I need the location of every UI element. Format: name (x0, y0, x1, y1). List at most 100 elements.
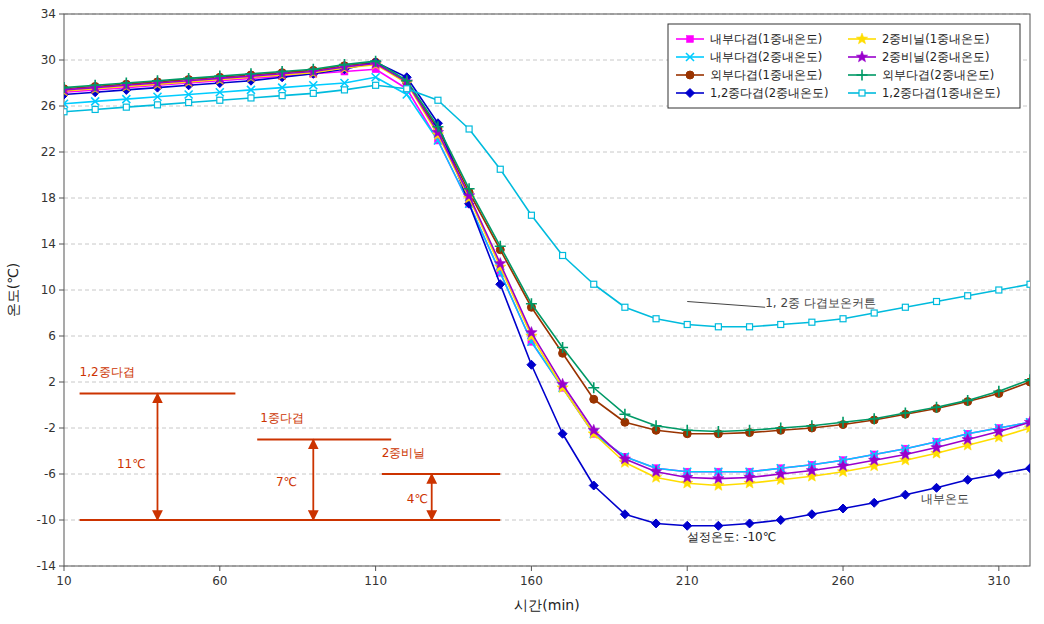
series-line (64, 69, 1030, 472)
point (589, 481, 598, 490)
series (64, 56, 1030, 437)
point (121, 78, 132, 89)
point (902, 304, 908, 310)
point (466, 126, 472, 132)
y-tick-label: -2 (44, 421, 56, 435)
y-tick-label: 34 (41, 7, 56, 21)
point (684, 322, 690, 328)
point (993, 386, 1004, 397)
y-tick-label: 30 (41, 53, 56, 67)
point (619, 409, 630, 420)
y-tick (59, 244, 64, 245)
point (495, 241, 506, 252)
point (962, 434, 973, 445)
legend-box (668, 24, 1020, 108)
point (183, 73, 194, 84)
point (620, 510, 629, 519)
annotation: 설정온도: -10℃ (687, 530, 776, 544)
chart: 1060110160210260310-14-10-6-226101418222… (0, 0, 1044, 624)
legend-marker (686, 53, 694, 61)
x-tick (375, 566, 376, 571)
point (900, 408, 911, 419)
y-tick (59, 290, 64, 291)
point (868, 454, 879, 465)
point (837, 460, 848, 471)
point (528, 212, 534, 218)
x-tick (219, 566, 220, 571)
point (91, 97, 99, 105)
x-tick-label: 210 (676, 574, 699, 588)
annotation: 1중다겹 (260, 411, 304, 425)
grid-line (64, 428, 1030, 429)
point (341, 87, 347, 93)
point (214, 71, 225, 82)
point (901, 490, 910, 499)
point (560, 253, 566, 259)
point (154, 102, 160, 108)
reference-line (80, 519, 501, 521)
legend-marker (857, 70, 868, 81)
point (900, 448, 911, 459)
y-tick (59, 428, 64, 429)
point (339, 59, 350, 70)
point (557, 342, 568, 353)
series-line (64, 77, 1030, 471)
point (432, 121, 443, 132)
point (996, 287, 1002, 293)
series-line (64, 62, 1030, 433)
series-line (64, 65, 1030, 486)
grid (64, 14, 1030, 566)
bracket-arrow (431, 474, 433, 520)
point (278, 84, 286, 92)
point (403, 85, 410, 92)
x-tick-label: 10 (56, 574, 71, 588)
point (153, 93, 161, 101)
point (527, 360, 536, 369)
point (931, 442, 942, 453)
series (64, 73, 1030, 475)
x-tick (531, 566, 532, 571)
point (870, 498, 879, 507)
series-line (64, 85, 1030, 326)
y-tick (59, 382, 64, 383)
point (64, 100, 68, 108)
legend-label: 외부다겹(2중내온도) (882, 68, 994, 82)
y-tick (59, 474, 64, 475)
point (588, 424, 599, 435)
y-tick-label: 18 (41, 191, 56, 205)
point (745, 519, 754, 528)
y-tick (59, 520, 64, 521)
point (404, 86, 410, 92)
x-tick-label: 160 (520, 574, 543, 588)
point (744, 425, 755, 436)
point (775, 423, 786, 434)
legend-label: 외부다겹(1중내온도) (710, 68, 822, 82)
point (277, 66, 288, 77)
y-tick (59, 198, 64, 199)
point (713, 473, 724, 484)
annotation: 1, 2중 다겹보온커튼 (765, 296, 876, 310)
legend: 내부다겹(1중내온도)내부다겹(2중내온도)외부다겹(1중내온도)1,2중다겹(… (668, 24, 1020, 108)
point (401, 75, 412, 86)
legend-label: 2중비닐(1중내온도) (882, 32, 990, 46)
point (965, 293, 971, 299)
legend-marker (859, 90, 865, 96)
legend-label: 내부다겹(2중내온도) (710, 50, 822, 64)
point (962, 395, 973, 406)
x-tick-label: 310 (987, 574, 1010, 588)
point (839, 504, 848, 513)
point (373, 82, 379, 88)
series (64, 57, 1030, 483)
point (247, 86, 255, 94)
annotation: 4℃ (407, 492, 428, 506)
point (838, 417, 849, 428)
point (496, 280, 505, 289)
point (526, 327, 537, 338)
point (775, 468, 786, 479)
annotation-connector (687, 302, 765, 308)
point (122, 95, 130, 103)
brackets (80, 394, 501, 521)
bracket-top (257, 439, 391, 441)
y-tick-label: 26 (41, 99, 56, 113)
x-axis-label: 시간(min) (514, 597, 579, 613)
